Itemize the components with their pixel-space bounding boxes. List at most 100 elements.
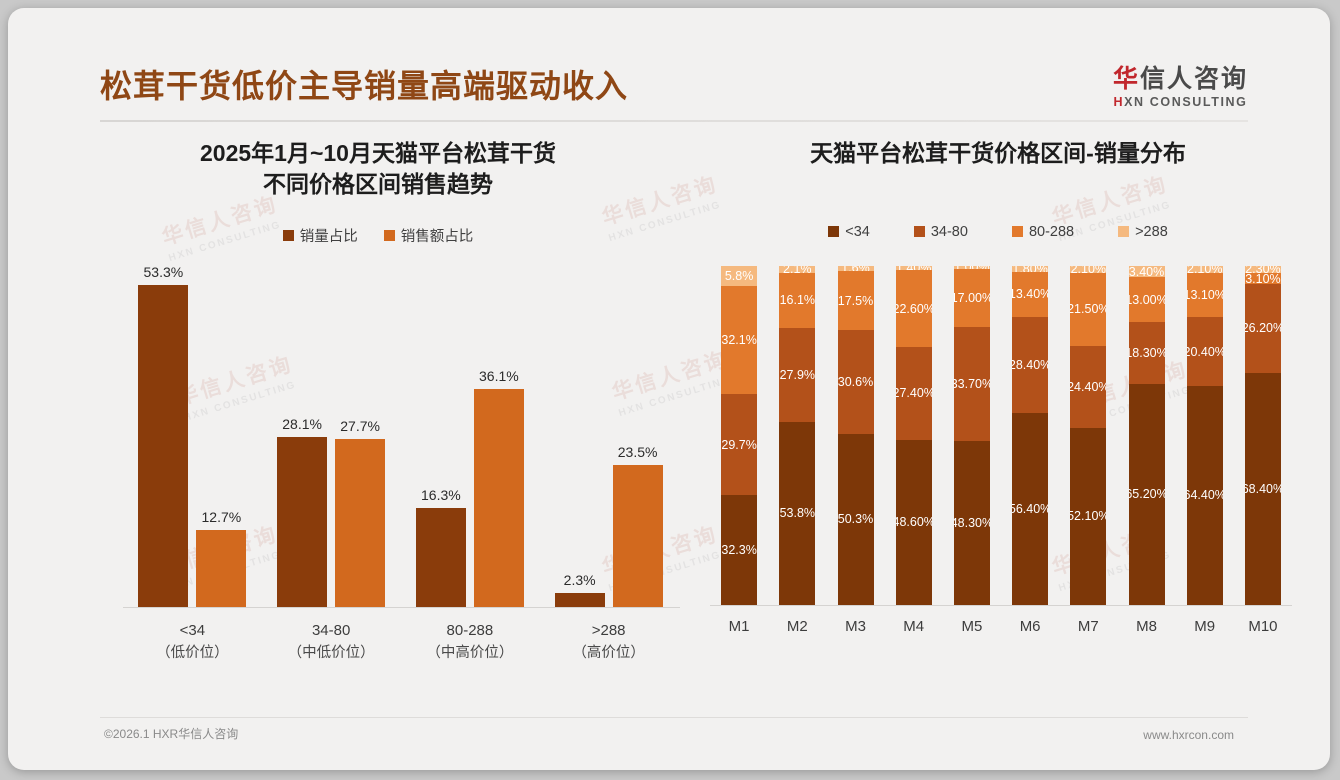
bar-value-label: 36.1% (479, 367, 519, 384)
segment-value-label: 33.70% (953, 376, 990, 391)
stack-segment[interactable]: 1.6% (837, 265, 874, 272)
bar[interactable]: 16.3% (415, 487, 466, 608)
stack-segment[interactable]: 64.40% (1186, 386, 1223, 605)
bar-slot: 36.1% (473, 268, 524, 608)
legend-swatch-icon (828, 226, 840, 238)
stack-segment[interactable]: 2.1% (779, 265, 816, 274)
stack-segment[interactable]: 30.6% (837, 330, 874, 435)
stack-segment[interactable]: 26.20% (1244, 283, 1281, 373)
stack-segment[interactable]: 2.10% (1186, 265, 1223, 273)
legend-item-1[interactable]: <34 (828, 224, 870, 240)
x-axis-tick: M8 (1136, 617, 1157, 635)
stacked-bar[interactable]: 1.6% 17.5% 30.6% 50.3% (837, 265, 874, 605)
stacked-bar-column: 1.40% 22.60% 27.40% 48.60% (885, 265, 943, 605)
legend-label: 销量占比 (299, 229, 358, 246)
stacked-bar-column: 2.10% 13.10% 20.40% 64.40% (1176, 265, 1234, 605)
bar-slot: 27.7% (335, 268, 386, 608)
stack-segment[interactable]: 5.8% (721, 265, 758, 286)
stacked-bar[interactable]: 2.10% 21.50% 24.40% 52.10% (1070, 265, 1107, 605)
stack-segment[interactable]: 53.8% (779, 422, 816, 605)
segment-value-label: 2.10% (1186, 265, 1223, 273)
stack-segment[interactable]: 27.9% (779, 327, 816, 423)
bar[interactable]: 23.5% (612, 444, 663, 608)
stack-segment[interactable]: 3.40% (1128, 265, 1165, 278)
stack-segment[interactable]: 18.30% (1128, 321, 1165, 384)
logo-en-rest: XN CONSULTING (1124, 95, 1248, 110)
stacked-bar[interactable]: 1.00% 17.00% 33.70% 48.30% (953, 265, 990, 605)
stack-segment[interactable]: 27.40% (895, 346, 932, 440)
bar[interactable]: 53.3% (138, 264, 189, 608)
stack-segment[interactable]: 13.10% (1186, 272, 1223, 318)
bar[interactable]: 12.7% (196, 509, 247, 608)
stack-segment[interactable]: 20.40% (1186, 317, 1223, 387)
stack-segment[interactable]: 17.00% (953, 268, 990, 327)
segment-value-label: 16.1% (779, 293, 816, 308)
legend-item-sales-amount[interactable]: 销售额占比 (383, 225, 473, 246)
stack-segment[interactable]: 1.40% (895, 265, 932, 271)
stack-segment[interactable]: 22.60% (895, 270, 932, 347)
stack-segment[interactable]: 28.40% (1012, 317, 1049, 414)
x-axis-tick: M6 (1019, 617, 1041, 635)
stacked-bar-columns: 5.8% 32.1% 29.7% 32.3% 2.1% 16.1% 27.9% 53.8% 1.… (710, 265, 1292, 605)
stack-segment[interactable]: 52.10% (1070, 428, 1107, 605)
stack-segment[interactable]: 56.40% (1012, 413, 1049, 605)
legend-item-2[interactable]: 34-80 (913, 224, 968, 240)
segment-value-label: 21.50% (1070, 302, 1106, 317)
stack-segment[interactable]: 1.80% (1012, 265, 1049, 272)
stack-segment[interactable]: 16.1% (779, 273, 816, 328)
x-axis-tick: M5 (961, 617, 983, 635)
stack-segment[interactable]: 2.30% (1244, 265, 1281, 274)
stacked-bar[interactable]: 2.1% 16.1% 27.9% 53.8% (779, 265, 816, 605)
bar-group: 53.3% 12.7% (123, 264, 262, 608)
bar[interactable]: 28.1% (277, 416, 328, 608)
stack-segment[interactable]: 32.3% (721, 495, 758, 605)
x-axis-tick-sublabel: （低价位） (156, 644, 229, 661)
legend-item-3[interactable]: 80-288 (1011, 224, 1074, 240)
stacked-bar[interactable]: 3.40% 13.00% 18.30% 65.20% (1128, 265, 1165, 605)
stack-segment[interactable]: 50.3% (837, 434, 874, 605)
segment-value-label: 56.40% (1012, 501, 1048, 516)
bar-value-label: 23.5% (617, 443, 658, 460)
stack-segment[interactable]: 1.00% (953, 265, 990, 269)
left-chart-panel: 2025年1月~10月天猫平台松茸干货 不同价格区间销售趋势 销量占比 销售额占… (68, 138, 688, 718)
bar-group: 16.3% 36.1% (401, 268, 540, 608)
bar[interactable]: 27.7% (335, 418, 386, 608)
segment-value-label: 3.10% (1245, 273, 1281, 284)
bar[interactable]: 2.3% (554, 572, 605, 608)
footer-copyright: ©2026.1 HXR华信人咨询 (104, 727, 239, 741)
stack-segment[interactable]: 2.10% (1070, 265, 1107, 273)
segment-value-label: 1.6% (841, 266, 870, 271)
x-axis-line (123, 607, 680, 609)
x-axis-tick-sublabel: （高价位） (572, 644, 645, 661)
left-chart-title-line2: 不同价格区间销售趋势 (263, 170, 493, 197)
segment-value-label: 1.40% (896, 266, 931, 271)
stack-segment[interactable]: 33.70% (953, 326, 990, 441)
stacked-bar[interactable]: 1.80% 13.40% 28.40% 56.40% (1012, 265, 1049, 605)
segment-value-label: 2.30% (1245, 265, 1281, 274)
slide: 华信人咨询 HXN CONSULTING 华信人咨询 HXN CONSULTIN… (8, 8, 1330, 770)
stack-segment[interactable]: 3.10% (1244, 273, 1281, 284)
stack-segment[interactable]: 32.1% (721, 285, 758, 395)
stack-segment[interactable]: 13.00% (1128, 277, 1165, 322)
stack-segment[interactable]: 65.20% (1128, 383, 1165, 605)
stack-segment[interactable]: 13.40% (1012, 271, 1049, 318)
stacked-bar[interactable]: 1.40% 22.60% 27.40% 48.60% (895, 265, 932, 605)
legend-item-4[interactable]: >288 (1118, 224, 1168, 240)
slide-header: 松茸干货低价主导销量高端驱动收入 华信人咨询 HXN CONSULTING (8, 8, 1330, 126)
stack-segment[interactable]: 24.40% (1070, 345, 1107, 429)
stacked-bar[interactable]: 5.8% 32.1% 29.7% 32.3% (721, 265, 758, 605)
stacked-bar[interactable]: 2.30%3.10% 26.20% 68.40% (1244, 265, 1281, 605)
bar[interactable]: 36.1% (473, 368, 524, 608)
stack-segment[interactable]: 48.60% (895, 439, 932, 605)
logo-char-hua: 华 (1112, 65, 1140, 93)
stack-segment[interactable]: 21.50% (1070, 272, 1107, 346)
stack-segment[interactable]: 48.30% (953, 440, 990, 605)
footer-website[interactable]: www.hxrcon.com (1143, 728, 1234, 742)
stack-segment[interactable]: 68.40% (1244, 372, 1281, 605)
stack-segment[interactable]: 29.7% (721, 394, 758, 496)
stacked-bar[interactable]: 2.10% 13.10% 20.40% 64.40% (1186, 265, 1223, 605)
legend-item-sales-volume[interactable]: 销量占比 (282, 225, 358, 246)
legend-label: <34 (845, 223, 870, 240)
bar-group: 28.1% 27.7% (262, 268, 401, 608)
stack-segment[interactable]: 17.5% (837, 271, 874, 331)
